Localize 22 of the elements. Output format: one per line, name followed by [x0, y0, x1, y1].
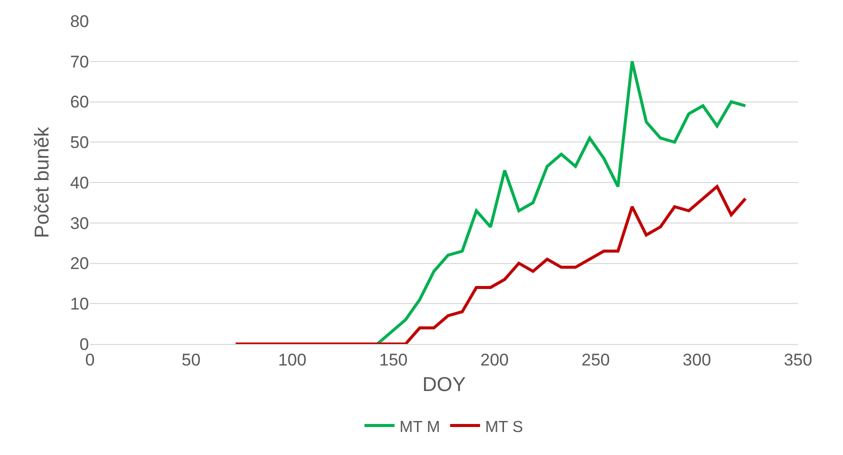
- y-axis-title: Počet buněk: [32, 126, 54, 238]
- y-tick-label: 70: [70, 52, 89, 72]
- x-tick-label: 300: [682, 350, 712, 370]
- x-tick-label: 250: [582, 350, 610, 370]
- legend-label: MT S: [485, 418, 524, 436]
- y-tick-label: 60: [70, 92, 89, 112]
- y-tick-label: 30: [70, 214, 89, 233]
- y-tick-label: 40: [70, 173, 89, 192]
- y-tick-label: 20: [70, 254, 89, 274]
- y-tick-label: 10: [70, 294, 89, 314]
- x-tick-label: 50: [182, 350, 201, 370]
- line-series: [234, 185, 747, 344]
- x-axis-title: DOY: [422, 374, 466, 396]
- y-tick-label: 50: [70, 133, 89, 152]
- x-tick-label: 350: [784, 350, 812, 370]
- y-tick-label: 0: [80, 334, 89, 354]
- y-tick-label: 80: [70, 12, 89, 31]
- line-series: [376, 60, 747, 344]
- x-tick-label: 100: [278, 350, 306, 370]
- x-tick-label: 200: [480, 350, 509, 370]
- legend-label: MT M: [400, 418, 440, 436]
- x-tick-label: 150: [379, 350, 408, 370]
